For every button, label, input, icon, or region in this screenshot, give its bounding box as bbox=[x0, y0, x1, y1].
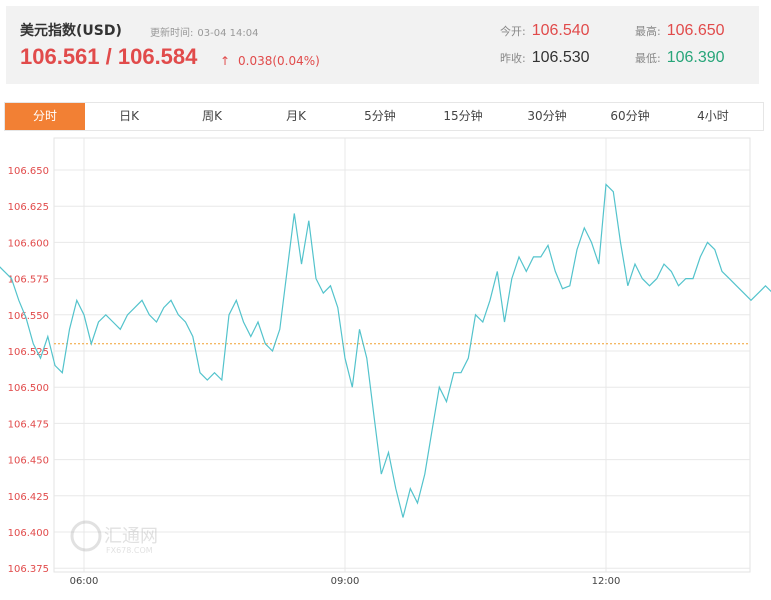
high-value: 106.650 bbox=[666, 22, 725, 39]
prev-close-label: 昨收: bbox=[500, 52, 526, 65]
y-tick-label: 106.400 bbox=[8, 528, 49, 539]
watermark-text: 汇通网 bbox=[104, 526, 158, 547]
tab-5min[interactable]: 5分钟 bbox=[364, 109, 396, 123]
open-label: 今开: bbox=[500, 25, 526, 38]
price-change: 0.038(0.04%) bbox=[238, 54, 320, 68]
low-value: 106.390 bbox=[666, 49, 725, 66]
y-tick-label: 106.450 bbox=[8, 456, 49, 467]
x-tick-label: 12:00 bbox=[592, 576, 621, 587]
up-arrow-icon: ↑ bbox=[220, 54, 231, 68]
tab-monthly[interactable]: 月K bbox=[286, 109, 306, 123]
tab-daily[interactable]: 日K bbox=[119, 109, 139, 123]
x-tick-label: 09:00 bbox=[331, 576, 360, 587]
y-axis: 106.650 106.625 106.600 106.575 106.550 106.5… bbox=[8, 166, 49, 575]
quote-header: 美元指数(USD) 更新时间: 03-04 14:04 106.561 / 106… bbox=[6, 6, 759, 84]
prev-close-value: 106.530 bbox=[531, 49, 590, 66]
tab-intraday[interactable]: 分时 bbox=[5, 103, 85, 130]
update-label: 更新时间: bbox=[150, 28, 194, 39]
tab-30min[interactable]: 30分钟 bbox=[527, 109, 567, 123]
grid-lines bbox=[54, 138, 750, 572]
low-label: 最低: bbox=[635, 52, 661, 65]
prev-close-stat: 昨收: 106.530 bbox=[500, 49, 590, 67]
y-tick-label: 106.625 bbox=[8, 202, 49, 213]
high-label: 最高: bbox=[635, 25, 661, 38]
update-value: 03-04 14:04 bbox=[197, 28, 259, 39]
y-tick-label: 106.375 bbox=[8, 564, 49, 575]
period-tabs: 分时 日K 周K 月K 5分钟 15分钟 30分钟 60分钟 4小时 bbox=[4, 102, 764, 131]
watermark: 汇通网 FX678.COM bbox=[70, 520, 158, 555]
y-tick-label: 106.600 bbox=[8, 238, 49, 249]
low-stat: 最低: 106.390 bbox=[635, 49, 725, 67]
tab-60min[interactable]: 60分钟 bbox=[610, 109, 650, 123]
watermark-logo-icon bbox=[70, 520, 102, 552]
open-value: 106.540 bbox=[531, 22, 590, 39]
y-tick-label: 106.425 bbox=[8, 492, 49, 503]
update-time: 更新时间: 03-04 14:04 bbox=[146, 24, 258, 39]
y-tick-label: 106.550 bbox=[8, 311, 49, 322]
high-stat: 最高: 106.650 bbox=[635, 22, 725, 40]
y-tick-label: 106.475 bbox=[8, 419, 49, 430]
price-line bbox=[0, 183, 771, 518]
y-tick-label: 106.500 bbox=[8, 383, 49, 394]
instrument-title: 美元指数(USD) bbox=[20, 23, 122, 39]
y-tick-label: 106.650 bbox=[8, 166, 49, 177]
open-stat: 今开: 106.540 bbox=[500, 22, 590, 40]
bid-ask-price: 106.561 / 106.584 bbox=[20, 44, 198, 69]
tab-weekly[interactable]: 周K bbox=[202, 109, 222, 123]
y-tick-label: 106.525 bbox=[8, 347, 49, 358]
watermark-subtext: FX678.COM bbox=[106, 546, 153, 555]
y-tick-label: 106.575 bbox=[8, 275, 49, 286]
x-tick-label: 06:00 bbox=[70, 576, 99, 587]
tab-15min[interactable]: 15分钟 bbox=[443, 109, 483, 123]
tab-4hour[interactable]: 4小时 bbox=[697, 109, 729, 123]
plot-frame bbox=[53, 137, 751, 573]
